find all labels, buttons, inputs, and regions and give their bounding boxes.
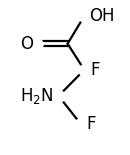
Text: OH: OH <box>89 7 115 25</box>
Text: $\mathregular{H_2N}$: $\mathregular{H_2N}$ <box>20 86 53 106</box>
Text: O: O <box>20 35 33 53</box>
Text: F: F <box>91 61 100 79</box>
Text: F: F <box>87 115 96 133</box>
